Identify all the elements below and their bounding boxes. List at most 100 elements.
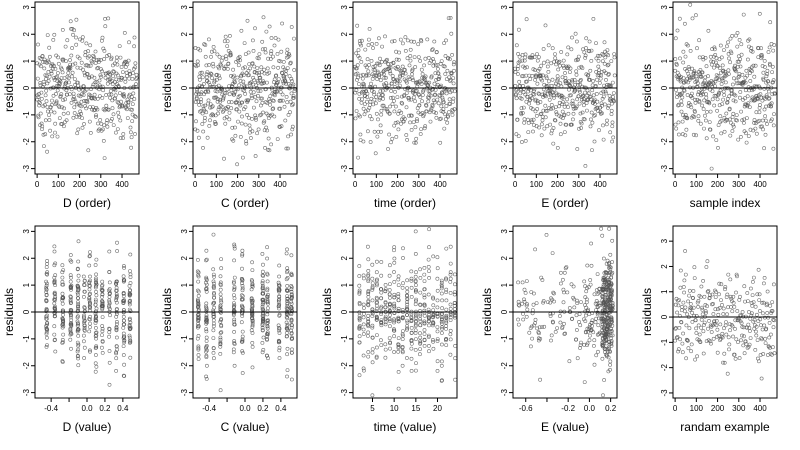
y-tick-label: -3 [180,165,189,173]
data-point [212,290,216,295]
data-point [720,335,725,340]
data-point [435,255,440,260]
data-point [194,92,199,96]
data-point [361,332,366,336]
data-point [127,76,132,81]
data-point [608,336,613,341]
data-point [612,52,617,57]
data-point [285,307,290,311]
data-point [260,298,265,303]
data-point [728,277,733,282]
data-point [77,113,81,117]
data-point [88,93,93,98]
data-point [711,134,716,139]
data-point [80,116,85,121]
data-point [130,119,135,124]
data-point [93,346,98,350]
data-point [53,261,58,266]
data-point [543,23,548,28]
data-point [601,302,606,307]
data-point [550,77,555,82]
data-point [715,327,720,332]
data-point [52,338,57,343]
data-point [719,118,724,123]
data-point [273,74,278,78]
data-point [601,89,606,94]
data-point [584,36,589,41]
data-point [729,120,733,125]
data-point [116,73,120,78]
data-point [50,98,54,103]
data-point [249,80,254,85]
data-point [750,311,754,316]
data-point [357,274,362,278]
data-point [522,86,526,91]
data-point [755,312,759,317]
data-point [440,306,445,311]
data-point [691,296,696,301]
data-point [80,125,85,130]
data-point [531,89,536,93]
data-point [212,281,216,286]
data-point [420,93,425,97]
x-tick-label: 300 [732,404,746,413]
data-point [766,96,771,101]
data-point [761,127,765,132]
data-point [411,95,416,100]
data-point [595,305,600,310]
data-point [680,350,685,355]
data-point [724,111,729,116]
data-point [673,302,678,307]
data-point [265,326,270,331]
data-point [436,71,441,76]
data-point [452,68,456,73]
data-point [289,296,294,301]
data-point [540,122,544,127]
data-point [596,323,601,328]
data-point [285,352,290,357]
data-point [580,66,585,71]
data-point [232,92,237,97]
y-tick-label: 2 [180,31,189,36]
data-point [226,100,231,104]
data-point [444,104,449,108]
data-point [412,39,417,44]
data-point [365,91,370,96]
data-point [735,44,740,49]
data-point [211,45,216,49]
data-point [574,313,579,318]
data-point [233,90,238,94]
data-point [60,291,65,296]
data-point [375,134,380,139]
data-point [387,309,392,314]
data-point [701,278,706,283]
x-tick-label: 100 [690,404,704,413]
data-point [288,110,292,115]
data-point [79,99,84,104]
data-point [125,74,130,78]
data-point [388,71,393,76]
data-point [745,116,749,121]
data-point [413,278,418,283]
data-point [285,47,290,52]
data-point [747,37,752,42]
data-point [521,74,526,79]
data-point [373,73,378,78]
data-point [245,18,250,23]
data-point [218,287,223,292]
data-point [100,303,104,308]
data-point [88,348,92,353]
data-point [572,305,577,310]
data-point [277,283,282,288]
data-point [430,323,435,328]
data-point [735,81,740,86]
data-point [365,95,370,100]
data-point [45,316,49,321]
data-point [748,71,752,75]
data-point [431,98,436,103]
data-point [110,98,115,103]
data-point [606,103,611,108]
data-point [590,318,595,323]
data-point [232,242,237,247]
